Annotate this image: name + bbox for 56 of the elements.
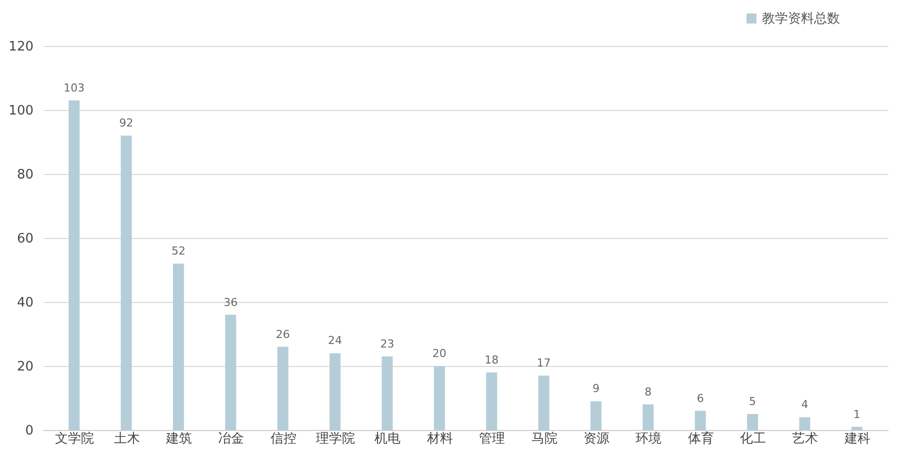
x-tick-label: 体育 (688, 430, 714, 446)
x-tick-label: 土木 (114, 432, 140, 446)
data-label: 20 (432, 347, 446, 360)
data-label: 9 (592, 382, 600, 396)
bar (642, 404, 654, 430)
data-label: 52 (171, 244, 186, 258)
y-tick-label: 40 (16, 296, 34, 310)
bar (851, 426, 862, 430)
x-tick-label: 信控 (270, 432, 296, 446)
x-tick-label: 管理 (479, 432, 506, 446)
y-tick-label: 120 (8, 40, 34, 54)
data-label: 18 (484, 353, 499, 366)
bar (172, 264, 184, 430)
x-tick-label: 建科 (843, 432, 870, 446)
data-label: 36 (224, 296, 238, 309)
x-tick-label: 冶金 (218, 432, 244, 446)
y-tick-label: 20 (16, 360, 34, 374)
x-tick-label: 化工 (740, 432, 766, 446)
bar (747, 414, 758, 430)
legend-label: 教学资料总数 (762, 12, 840, 26)
bar (434, 366, 445, 430)
x-tick-label: 建筑 (164, 432, 192, 446)
bar (120, 136, 132, 430)
y-tick-label: 0 (25, 424, 34, 438)
bar (486, 372, 498, 430)
data-label: 4 (801, 398, 808, 412)
x-tick-label: 材料 (426, 432, 453, 446)
data-label: 8 (644, 385, 652, 398)
x-tick-label: 文学院 (55, 432, 94, 446)
data-label: 1 (853, 408, 860, 421)
bar (538, 376, 550, 430)
bar (590, 401, 602, 430)
bar (225, 314, 236, 430)
y-tick-label: 80 (16, 168, 34, 182)
x-tick-label: 艺术 (792, 432, 818, 446)
x-tick-label: 马院 (531, 432, 558, 446)
y-tick-label: 100 (8, 104, 34, 118)
data-label: 23 (380, 337, 394, 350)
y-tick-label: 60 (16, 232, 34, 246)
data-label: 6 (696, 392, 704, 405)
bar (330, 353, 341, 430)
data-label: 103 (64, 81, 85, 94)
data-label: 24 (328, 334, 342, 348)
bar (68, 100, 80, 430)
data-label: 92 (119, 116, 134, 130)
bar (799, 417, 810, 430)
data-label: 17 (536, 356, 551, 370)
bar (382, 356, 393, 430)
data-label: 5 (749, 395, 756, 408)
x-tick-label: 机电 (374, 432, 401, 446)
x-tick-label: 环境 (636, 430, 662, 446)
data-label: 26 (276, 328, 290, 341)
bar (277, 346, 288, 430)
x-tick-label: 资源 (583, 432, 610, 446)
bar (694, 410, 706, 430)
x-tick-label: 理学院 (316, 432, 356, 446)
